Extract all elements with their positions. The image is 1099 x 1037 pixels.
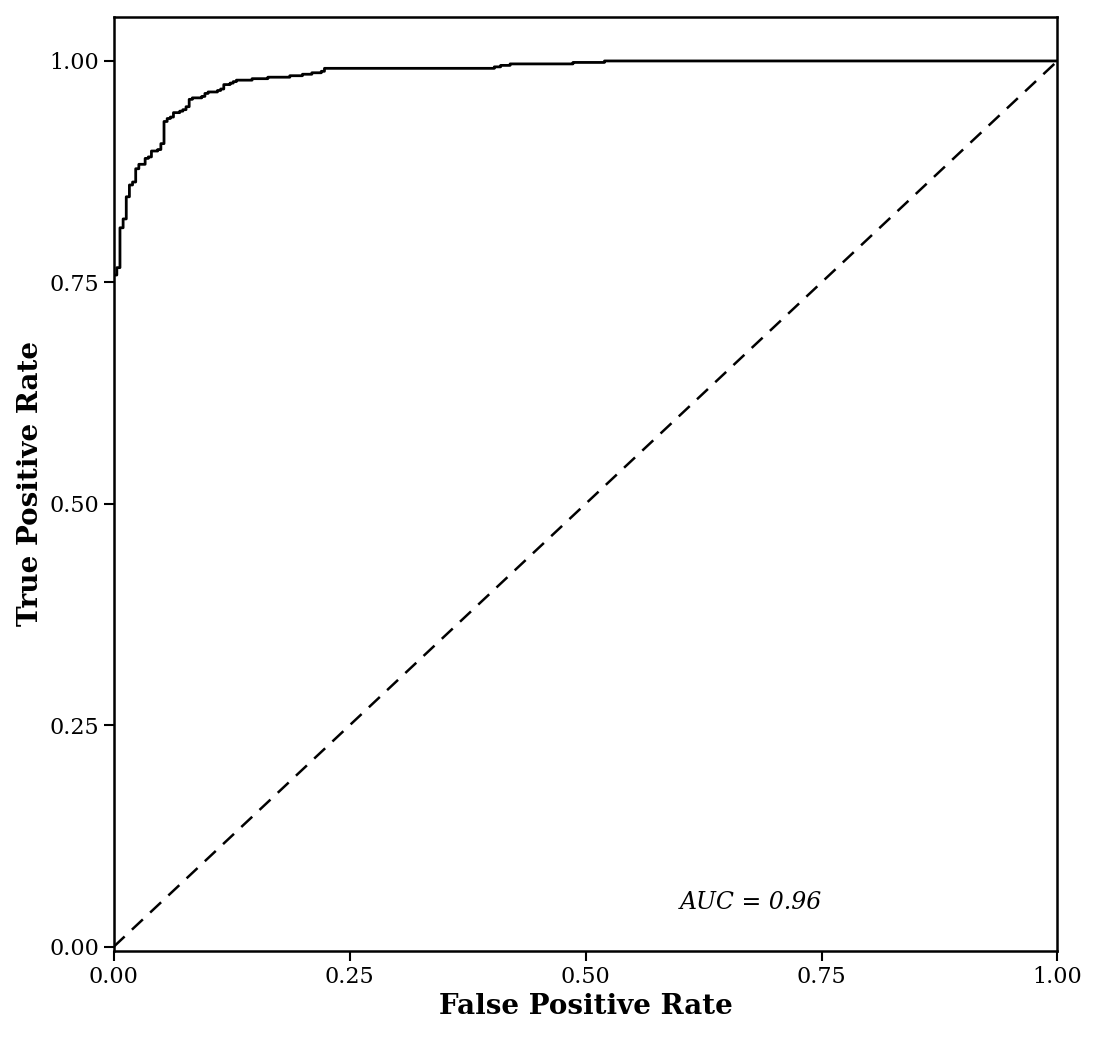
Text: AUC = 0.96: AUC = 0.96	[680, 891, 822, 914]
Y-axis label: True Positive Rate: True Positive Rate	[16, 341, 44, 626]
X-axis label: False Positive Rate: False Positive Rate	[439, 993, 733, 1020]
